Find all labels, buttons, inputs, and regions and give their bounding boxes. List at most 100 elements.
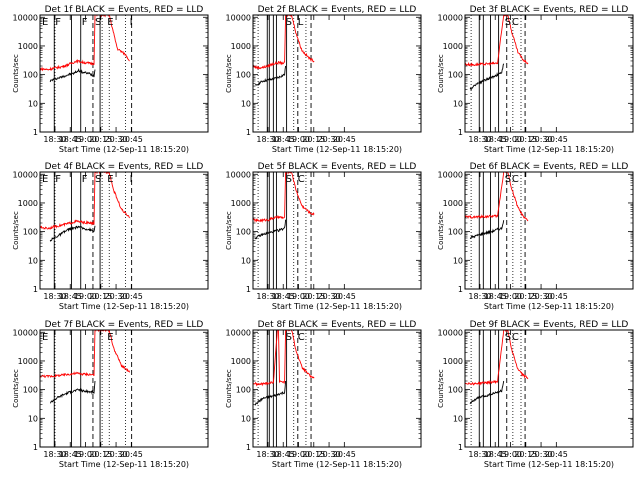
- x-tick-label: 20:45: [545, 135, 568, 144]
- x-tick-label: 18:45: [484, 450, 507, 459]
- x-tick-label: 18:30: [468, 292, 491, 301]
- interval-marker-f: F: [82, 17, 88, 28]
- x-tick-label: 20:30: [530, 292, 553, 301]
- interval-marker-f: F: [55, 17, 61, 28]
- y-tick-label: 10: [28, 99, 38, 108]
- x-tick-label: 20:45: [120, 292, 143, 301]
- series-red-lld: [40, 15, 130, 72]
- panel-frame: [464, 171, 634, 290]
- y-tick-label: 10000: [438, 328, 463, 337]
- x-tick-label: 20:45: [120, 135, 143, 144]
- panel-frame: [39, 14, 209, 133]
- interval-marker-c: C: [512, 332, 519, 343]
- x-axis-label: Start Time (12-Sep-11 18:15:20): [272, 460, 402, 469]
- y-tick-label: 100: [236, 228, 251, 237]
- y-tick-label: 10: [453, 99, 463, 108]
- panel-frame: [252, 14, 422, 133]
- panel-det-6f: Det 6f BLACK = Events, RED = LLD 1 10 100 10…: [437, 162, 634, 311]
- plot-area: [40, 330, 133, 447]
- plot-area: [253, 172, 315, 289]
- x-tick-label: 18:30: [468, 135, 491, 144]
- panel-frame: [252, 171, 422, 290]
- interval-marker-s: S: [95, 17, 101, 28]
- panel-title: Det 9f BLACK = Events, RED = LLD: [470, 320, 629, 330]
- interval-marker-e: E: [107, 174, 113, 185]
- series-red-lld: [465, 172, 529, 222]
- y-axis-label: Counts/sec: [12, 54, 20, 93]
- x-tick-label: 20:30: [318, 450, 341, 459]
- panel-det-9f: Det 9f BLACK = Events, RED = LLD 1 10 100 10…: [437, 320, 634, 469]
- y-tick-label: 10000: [226, 328, 251, 337]
- interval-marker-i: I: [130, 17, 133, 28]
- plot-area: [465, 15, 529, 132]
- series-red-lld: [465, 15, 529, 67]
- x-tick-label: 18:45: [484, 292, 507, 301]
- y-tick-label: 1: [33, 128, 38, 137]
- x-tick-label: 18:45: [484, 135, 507, 144]
- y-tick-label: 10000: [13, 328, 38, 337]
- interval-marker-c: C: [512, 174, 519, 185]
- y-tick-label: 1: [246, 128, 251, 137]
- x-axis-label: Start Time (12-Sep-11 18:15:20): [272, 145, 402, 154]
- x-tick-label: 20:30: [105, 135, 128, 144]
- y-tick-label: 10000: [438, 13, 463, 22]
- panel-frame: [39, 171, 209, 290]
- x-axis-label: Start Time (12-Sep-11 18:15:20): [59, 302, 189, 311]
- x-tick-label: 18:45: [59, 135, 82, 144]
- x-tick-label: 18:45: [272, 292, 295, 301]
- x-tick-label: 20:45: [333, 135, 356, 144]
- series-red-lld: [40, 172, 130, 230]
- y-tick-label: 100: [448, 228, 463, 237]
- panel-det-1f: Det 1f BLACK = Events, RED = LLD 1 10 100 10…: [12, 5, 209, 154]
- x-tick-label: 19:00: [74, 135, 97, 144]
- y-axis-label: Counts/sec: [437, 211, 445, 250]
- y-tick-label: 1000: [231, 199, 251, 208]
- plot-area: [253, 330, 315, 447]
- y-tick-label: 10000: [438, 170, 463, 179]
- y-tick-label: 10: [28, 414, 38, 423]
- y-tick-label: 1: [458, 285, 463, 294]
- panel-title: Det 4f BLACK = Events, RED = LLD: [45, 162, 204, 172]
- y-tick-label: 10: [241, 414, 251, 423]
- series-black-events: [254, 219, 287, 240]
- x-tick-label: 20:45: [120, 450, 143, 459]
- x-tick-label: 19:00: [499, 292, 522, 301]
- y-axis-label: Counts/sec: [225, 211, 233, 250]
- series-black-events: [49, 380, 96, 404]
- y-axis-label: Counts/sec: [225, 369, 233, 408]
- series-black-events: [49, 68, 96, 83]
- y-tick-label: 10: [241, 99, 251, 108]
- y-tick-label: 1: [33, 443, 38, 452]
- x-tick-label: 18:45: [272, 135, 295, 144]
- panel-det-2f: Det 2f BLACK = Events, RED = LLD 1 10 100 10…: [225, 5, 422, 154]
- series-black-events: [469, 380, 505, 404]
- x-tick-label: 18:30: [256, 292, 279, 301]
- x-tick-label: 20:30: [530, 135, 553, 144]
- x-tick-label: 20:15: [514, 135, 537, 144]
- x-tick-label: 20:15: [302, 450, 325, 459]
- interval-marker-c: C: [512, 17, 519, 28]
- x-tick-label: 18:45: [272, 450, 295, 459]
- panel-det-3f: Det 3f BLACK = Events, RED = LLD 1 10 100 10…: [437, 5, 634, 154]
- x-tick-label: 19:00: [74, 450, 97, 459]
- x-axis-label: Start Time (12-Sep-11 18:15:20): [59, 145, 189, 154]
- y-tick-label: 1: [458, 443, 463, 452]
- x-tick-label: 19:00: [287, 292, 310, 301]
- x-axis-label: Start Time (12-Sep-11 18:15:20): [272, 302, 402, 311]
- y-tick-label: 1: [246, 443, 251, 452]
- y-axis-label: Counts/sec: [12, 211, 20, 250]
- panel-title: Det 1f BLACK = Events, RED = LLD: [45, 5, 204, 15]
- x-tick-label: 18:30: [468, 450, 491, 459]
- x-tick-label: 19:00: [287, 135, 310, 144]
- x-tick-label: 20:45: [333, 450, 356, 459]
- interval-marker-c: C: [298, 174, 305, 185]
- y-tick-label: 1000: [443, 357, 463, 366]
- panel-det-5f: Det 5f BLACK = Events, RED = LLD 1 10 100 10…: [225, 162, 422, 311]
- interval-marker-e: E: [107, 332, 113, 343]
- series-red-lld: [465, 330, 529, 386]
- x-tick-label: 18:30: [43, 135, 66, 144]
- y-tick-label: 1000: [231, 357, 251, 366]
- interval-marker-s: S: [286, 17, 292, 28]
- x-tick-label: 20:15: [89, 450, 112, 459]
